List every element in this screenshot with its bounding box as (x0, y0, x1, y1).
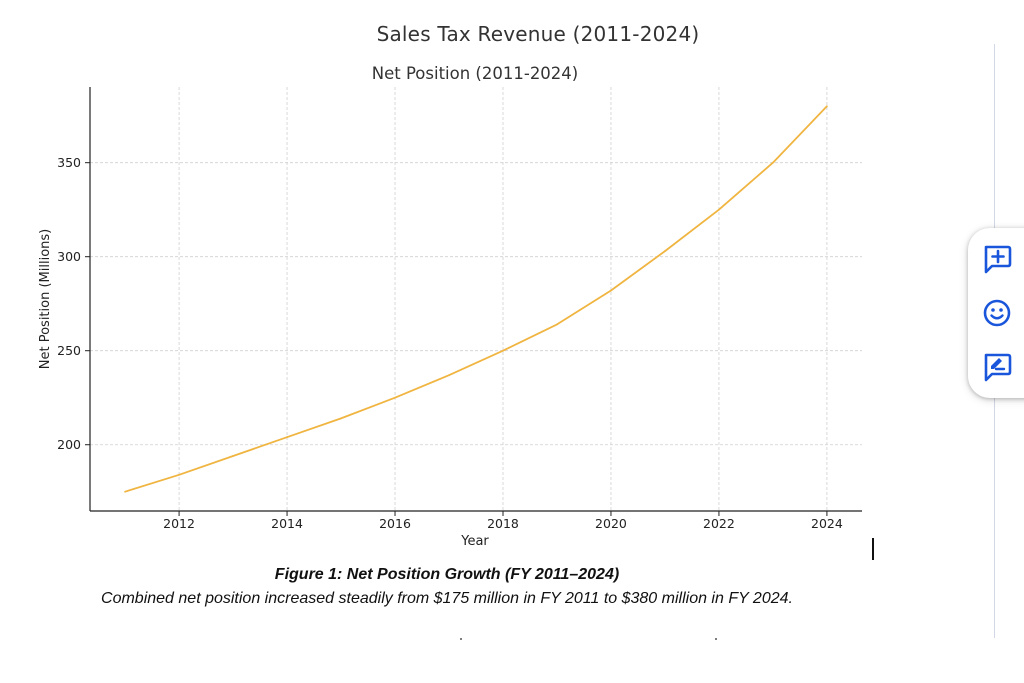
data-point (826, 105, 828, 108)
data-point (610, 289, 612, 292)
data-point (286, 436, 288, 439)
y-tick-label: 250 (57, 343, 81, 358)
net-position-line (124, 105, 828, 493)
side-toolbar (968, 228, 1024, 398)
x-tick-label: 2014 (271, 516, 303, 531)
y-tick-label: 300 (57, 249, 81, 264)
data-point (340, 417, 342, 420)
text-cursor (872, 538, 874, 560)
x-tick-label: 2018 (487, 516, 519, 531)
data-point (556, 323, 558, 326)
data-point (664, 250, 666, 252)
add-reaction-button[interactable] (980, 296, 1014, 330)
data-point (394, 396, 396, 399)
x-tick-label: 2016 (379, 516, 411, 531)
y-axis-label: Net Position (Millions) (38, 229, 53, 369)
data-point (502, 349, 504, 352)
y-tick-label: 200 (57, 437, 81, 452)
chart-title: Net Position (2011-2024) (372, 64, 579, 83)
suggest-edit-icon (984, 353, 1012, 382)
data-point (124, 490, 126, 493)
suggest-edits-button[interactable] (980, 350, 1014, 384)
page-speck (460, 638, 462, 640)
figure-caption-title: Figure 1: Net Position Growth (FY 2011–2… (274, 566, 620, 583)
x-tick-label: 2012 (163, 516, 195, 531)
document-title: Sales Tax Revenue (2011-2024) (376, 22, 700, 46)
data-point (772, 161, 774, 164)
data-point (178, 473, 180, 476)
x-tick-label: 2022 (703, 516, 735, 531)
data-point (232, 455, 234, 457)
y-tick-label: 350 (57, 155, 81, 170)
add-comment-button[interactable] (980, 242, 1014, 276)
data-point (718, 208, 720, 211)
x-tick-label: 2020 (595, 516, 627, 531)
page-speck (715, 638, 717, 640)
x-axis-label: Year (460, 534, 489, 549)
emoji-icon (983, 299, 1011, 327)
data-point (448, 374, 450, 377)
x-tick-label: 2024 (811, 516, 843, 531)
figure-caption-text: Combined net position increased steadily… (101, 590, 793, 607)
add-comment-icon (984, 245, 1012, 274)
